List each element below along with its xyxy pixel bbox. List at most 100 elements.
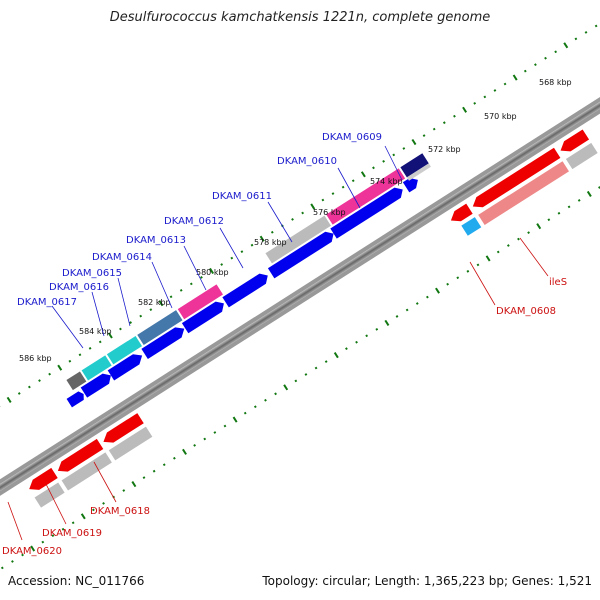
- forward-gene-labels: DKAM_0609 DKAM_0610 DKAM_0611 DKAM_0612 …: [17, 132, 403, 349]
- ruler-tick: [512, 74, 518, 81]
- ruler-tick: [567, 205, 571, 209]
- gene-label[interactable]: DKAM_0612: [164, 216, 224, 227]
- ruler-tick: [365, 334, 369, 338]
- ruler-tick: [483, 95, 487, 99]
- ruler-tick: [28, 385, 31, 389]
- ruler-tick: [506, 244, 510, 247]
- reverse-gene-arrow[interactable]: [470, 147, 561, 212]
- forward-gene-arrow[interactable]: [80, 370, 114, 398]
- ruler-tick: [57, 364, 63, 371]
- gene-label[interactable]: DKAM_0614: [92, 252, 152, 263]
- reverse-cog-track: [34, 142, 598, 508]
- ruler-tick: [107, 332, 113, 339]
- ruler-tick: [360, 171, 366, 178]
- cog-block[interactable]: [34, 482, 65, 508]
- reverse-gene-arrow[interactable]: [26, 467, 58, 494]
- gene-label[interactable]: DKAM_0613: [126, 235, 186, 246]
- ruler-tick: [193, 444, 196, 447]
- gene-label[interactable]: DKAM_0615: [62, 268, 122, 279]
- cog-block[interactable]: [177, 284, 223, 320]
- cog-block[interactable]: [106, 335, 143, 365]
- ruler-tick: [563, 42, 569, 49]
- forward-gene-arrow[interactable]: [402, 175, 421, 193]
- cog-block[interactable]: [265, 215, 331, 264]
- ruler-tick: [324, 360, 328, 363]
- ruler-tick: [92, 508, 95, 512]
- cog-block[interactable]: [400, 153, 429, 178]
- reverse-gene-arrow[interactable]: [100, 413, 144, 447]
- ruler-tick: [48, 372, 52, 376]
- ruler-tick: [149, 308, 153, 312]
- ruler-tick: [98, 340, 102, 344]
- forward-gene-arrow[interactable]: [66, 390, 87, 408]
- ruler-tick: [375, 327, 379, 331]
- ruler-tick: [333, 352, 339, 359]
- ruler-tick: [392, 153, 396, 157]
- gene-label[interactable]: ileS: [549, 277, 567, 288]
- ruler-tick: [122, 489, 126, 492]
- ruler-tick: [554, 50, 558, 54]
- gene-label[interactable]: DKAM_0611: [212, 191, 272, 202]
- ruler-tick: [21, 553, 24, 557]
- tick-label: 580 kbp: [196, 268, 229, 277]
- forward-gene-arrow[interactable]: [181, 298, 227, 334]
- cog-block[interactable]: [108, 426, 153, 461]
- ruler-tick: [102, 502, 105, 505]
- ruler-tick: [395, 315, 399, 318]
- ruler-tick: [577, 199, 581, 202]
- ruler-tick: [139, 314, 143, 318]
- gene-label[interactable]: DKAM_0619: [42, 528, 102, 539]
- cog-block[interactable]: [478, 161, 569, 226]
- ruler-tick: [172, 456, 176, 460]
- reverse-gene-arrow[interactable]: [55, 438, 104, 476]
- ruler-tick: [213, 431, 217, 434]
- ruler-tick: [485, 255, 491, 262]
- tick-label: 582 kbp: [138, 298, 171, 307]
- forward-gene-arrow[interactable]: [141, 324, 187, 359]
- gene-label[interactable]: DKAM_0618: [90, 506, 150, 517]
- reverse-gene-arrow[interactable]: [557, 129, 590, 155]
- gene-label[interactable]: DKAM_0616: [49, 282, 109, 293]
- ruler-tick: [240, 250, 244, 254]
- ruler-tick: [598, 186, 600, 189]
- ruler-tick: [68, 359, 72, 363]
- gene-label[interactable]: DKAM_0620: [2, 546, 62, 557]
- ruler-tick: [259, 235, 265, 242]
- cog-block[interactable]: [137, 310, 183, 346]
- reverse-gene-arrow[interactable]: [448, 203, 473, 226]
- tick-label: 570 kbp: [484, 112, 517, 121]
- gene-label[interactable]: DKAM_0610: [277, 156, 337, 167]
- gene-label[interactable]: DKAM_0617: [17, 297, 77, 308]
- forward-gene-arrow[interactable]: [267, 229, 337, 279]
- cog-block[interactable]: [565, 142, 598, 170]
- cog-block[interactable]: [81, 355, 112, 381]
- ruler-tick: [162, 463, 166, 467]
- ruler-tick: [142, 476, 146, 480]
- ruler-tick: [243, 411, 247, 415]
- ruler-tick: [6, 396, 12, 403]
- gene-label[interactable]: DKAM_0608: [496, 306, 556, 317]
- ruler-tick: [422, 134, 426, 137]
- topology-text: Topology: circular; Length: 1,365,223 bp…: [262, 574, 592, 588]
- forward-gene-arrow[interactable]: [222, 270, 271, 308]
- ruler-tick: [503, 82, 507, 86]
- ruler-tick: [331, 192, 335, 195]
- ruler-tick: [432, 127, 436, 131]
- forward-gene-arrow[interactable]: [107, 350, 146, 381]
- reverse-gene-labels: ileS DKAM_0608 DKAM_0618 DKAM_0619 DKAM_…: [2, 237, 567, 557]
- ruler-tick: [78, 353, 82, 357]
- cog-block[interactable]: [326, 168, 406, 225]
- ruler-tick: [41, 540, 45, 544]
- ruler-tick: [345, 347, 348, 351]
- cog-block[interactable]: [461, 217, 482, 236]
- ruler-tick: [203, 437, 207, 441]
- gene-label[interactable]: DKAM_0609: [322, 132, 382, 143]
- ruler-tick: [372, 166, 375, 170]
- forward-gene-arrow[interactable]: [330, 184, 406, 239]
- ruler-tick: [314, 366, 318, 370]
- cog-block[interactable]: [66, 371, 87, 391]
- ruler-tick: [264, 398, 267, 402]
- cog-block[interactable]: [61, 452, 112, 491]
- ruler-tick: [11, 560, 14, 563]
